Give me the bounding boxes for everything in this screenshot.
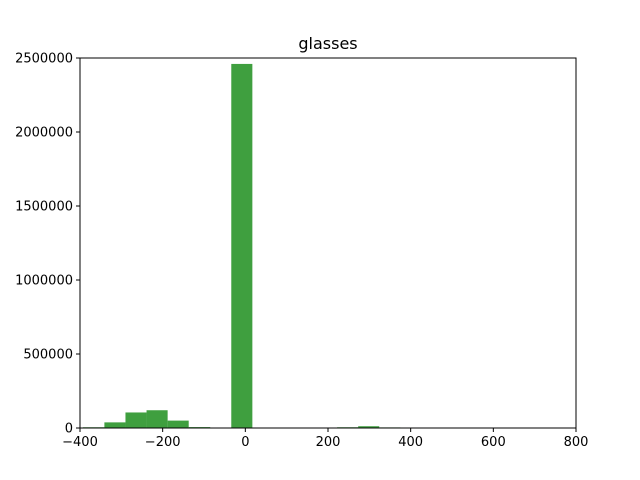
x-tick-label: 800 bbox=[564, 435, 589, 450]
histogram-bar bbox=[167, 420, 189, 428]
y-tick-label: 1500000 bbox=[15, 200, 73, 215]
x-tick-label: −400 bbox=[62, 435, 98, 450]
y-tick-label: 500000 bbox=[23, 348, 73, 363]
x-tick-label: −200 bbox=[145, 435, 181, 450]
x-tick-label: 0 bbox=[241, 435, 249, 450]
histogram-bar bbox=[358, 426, 380, 428]
y-tick-label: 0 bbox=[65, 422, 73, 437]
x-tick-label: 200 bbox=[316, 435, 341, 450]
histogram-bar bbox=[231, 63, 253, 429]
histogram-bar bbox=[125, 412, 147, 428]
y-tick-label: 1000000 bbox=[15, 274, 73, 289]
y-tick-label: 2500000 bbox=[15, 52, 73, 67]
y-tick-label: 2000000 bbox=[15, 126, 73, 141]
x-tick-label: 600 bbox=[481, 435, 506, 450]
x-axis: −400 −200 0 200 400 600 800 bbox=[62, 428, 588, 450]
chart-title: glasses bbox=[298, 34, 357, 53]
histogram-bar bbox=[104, 422, 126, 428]
y-axis: 0 500000 1000000 1500000 2000000 2500000 bbox=[15, 52, 80, 437]
histogram-bar bbox=[146, 410, 168, 428]
x-tick-label: 400 bbox=[398, 435, 423, 450]
bars-group bbox=[82, 63, 422, 429]
